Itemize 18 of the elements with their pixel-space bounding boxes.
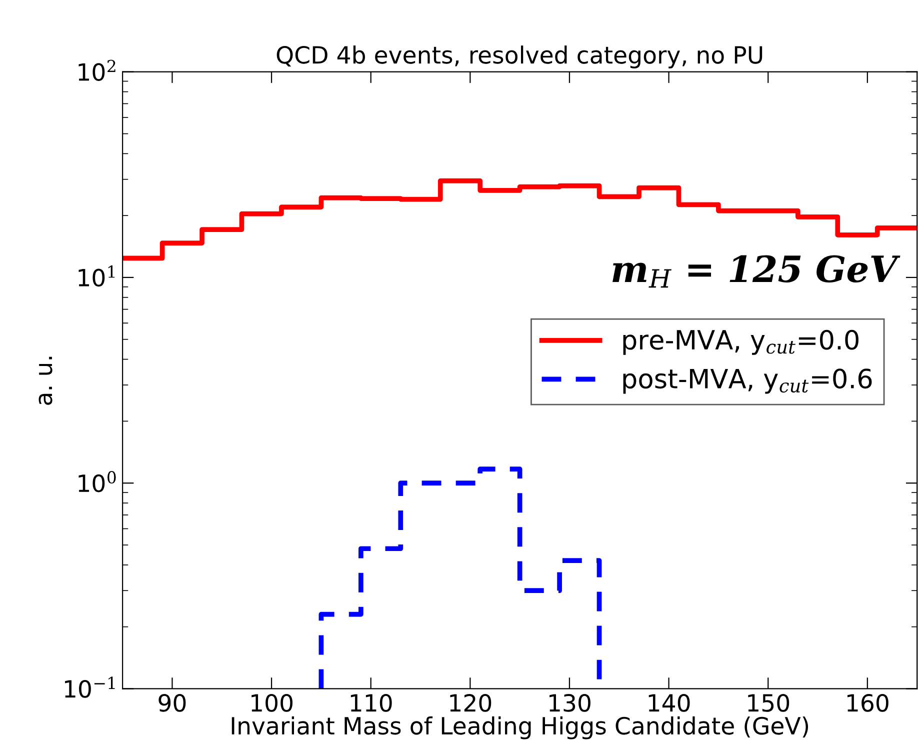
x-tick-label: 140 (648, 694, 690, 712)
legend-label: pre-MVA, y$_{cut}$=0.0 (623, 330, 858, 355)
x-tick-label: 120 (450, 694, 492, 712)
y-tick-label: 10$^{1}$ (78, 265, 115, 287)
x-tick-label: 100 (252, 694, 292, 712)
chart-title: QCD 4b events, resolved category, no PU (276, 46, 762, 68)
y-axis-title: a. u. (38, 356, 52, 405)
y-tick-label: 10$^{−1}$ (65, 676, 115, 698)
x-tick-label: 110 (350, 694, 392, 712)
y-tick-label: 10$^{0}$ (78, 471, 116, 492)
x-axis-title: Invariant Mass of Leading Higgs Candidate (GeV) (232, 716, 808, 740)
x-tick-label: 130 (550, 694, 590, 712)
x-tick-label: 150 (748, 694, 790, 712)
x-tick-label: 90 (158, 694, 186, 712)
legend-label: post-MVA, y$_{cut}$=0.6 (623, 368, 872, 394)
y-tick-label: 10$^{2}$ (78, 60, 116, 81)
annotation: m$_{H}$ = 125 GeV (612, 255, 900, 288)
x-tick-label: 160 (847, 694, 888, 712)
